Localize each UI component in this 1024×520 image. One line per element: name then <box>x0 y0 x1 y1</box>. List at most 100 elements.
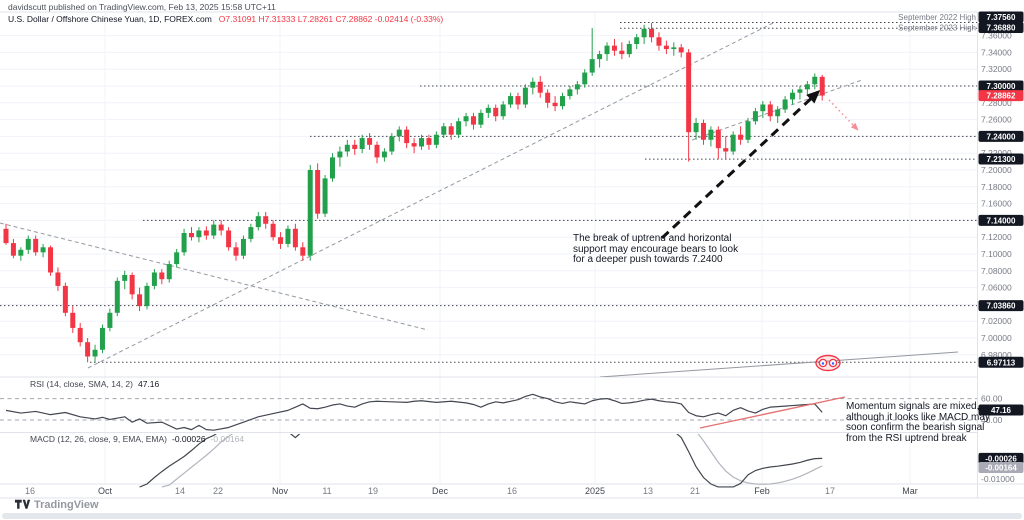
break-arrow[interactable] <box>660 89 821 240</box>
candle[interactable] <box>700 119 706 145</box>
candle[interactable] <box>641 24 647 44</box>
candle[interactable] <box>560 92 565 110</box>
trendline[interactable] <box>87 21 776 369</box>
candle[interactable] <box>604 42 610 61</box>
candle[interactable] <box>775 106 781 123</box>
rsi-pane[interactable] <box>0 393 977 431</box>
candle[interactable] <box>151 269 157 290</box>
candle[interactable] <box>508 92 514 108</box>
candle[interactable] <box>626 40 632 58</box>
candle[interactable] <box>70 306 76 333</box>
macd-pane[interactable] <box>139 431 823 488</box>
symbol-legend[interactable]: U.S. Dollar / Offshore Chinese Yuan, 1D,… <box>8 14 443 24</box>
candle[interactable] <box>107 308 113 332</box>
candle[interactable] <box>693 117 699 140</box>
candle[interactable] <box>730 131 736 155</box>
candle[interactable] <box>226 227 232 251</box>
candle[interactable] <box>248 223 254 243</box>
macd-signal-line[interactable] <box>161 431 236 488</box>
candle[interactable] <box>493 104 499 122</box>
candle[interactable] <box>411 138 417 154</box>
candle[interactable] <box>433 131 439 149</box>
candle[interactable] <box>374 141 380 164</box>
candle[interactable] <box>589 28 595 76</box>
candle[interactable] <box>812 73 818 90</box>
candle[interactable] <box>203 226 209 240</box>
rsi-line[interactable] <box>5 393 823 431</box>
candle[interactable] <box>537 75 543 98</box>
candle[interactable] <box>790 89 796 105</box>
macd-signal-line[interactable] <box>696 431 823 485</box>
candle[interactable] <box>315 163 321 219</box>
candle[interactable] <box>48 245 54 276</box>
candle[interactable] <box>263 212 269 229</box>
candle[interactable] <box>196 227 202 243</box>
candle[interactable] <box>426 134 432 150</box>
candle[interactable] <box>367 133 373 150</box>
candle[interactable] <box>92 344 98 362</box>
candle[interactable] <box>137 287 143 312</box>
candle[interactable] <box>760 101 766 118</box>
candle[interactable] <box>381 148 387 162</box>
candle[interactable] <box>62 282 68 317</box>
candle[interactable] <box>255 212 261 231</box>
candle[interactable] <box>77 322 83 347</box>
candle[interactable] <box>545 89 551 108</box>
candle[interactable] <box>129 272 135 300</box>
candle[interactable] <box>522 84 528 108</box>
candle[interactable] <box>686 49 692 162</box>
candle[interactable] <box>166 260 172 283</box>
candle[interactable] <box>352 139 358 155</box>
candle[interactable] <box>307 164 313 261</box>
candle[interactable] <box>240 235 246 260</box>
candle[interactable] <box>55 267 61 291</box>
candle[interactable] <box>574 80 580 95</box>
candle[interactable] <box>419 134 425 150</box>
candle[interactable] <box>389 133 395 155</box>
candle[interactable] <box>819 74 825 101</box>
candle[interactable] <box>470 112 476 130</box>
macd-line[interactable] <box>674 431 823 488</box>
candle[interactable] <box>278 232 284 249</box>
candle[interactable] <box>144 282 150 310</box>
macd-line[interactable] <box>139 431 222 488</box>
candle[interactable] <box>804 80 810 95</box>
candle[interactable] <box>448 122 454 140</box>
candle[interactable] <box>404 126 410 149</box>
candle[interactable] <box>33 235 39 256</box>
candle[interactable] <box>745 117 751 144</box>
candle[interactable] <box>752 107 758 125</box>
candle[interactable] <box>708 126 714 147</box>
tradingview-attribution[interactable]: TradingView <box>14 498 99 511</box>
candle[interactable] <box>782 96 788 113</box>
candle[interactable] <box>85 338 91 363</box>
candle[interactable] <box>10 238 16 259</box>
candle[interactable] <box>552 96 558 112</box>
candle[interactable] <box>619 42 625 60</box>
rsi-legend[interactable]: RSI (14, close, SMA, 14, 2) 47.16 <box>30 379 159 389</box>
candle[interactable] <box>114 277 120 317</box>
candle[interactable] <box>396 126 402 142</box>
candle[interactable] <box>649 23 655 43</box>
candle[interactable] <box>270 220 276 241</box>
candle[interactable] <box>582 69 588 88</box>
candle[interactable] <box>292 223 298 251</box>
trendline[interactable] <box>0 222 429 331</box>
candle[interactable] <box>663 40 669 55</box>
candle[interactable] <box>211 220 217 239</box>
projection-arrow[interactable] <box>828 99 859 131</box>
candle[interactable] <box>285 225 291 248</box>
rsi-trendline[interactable] <box>699 396 846 429</box>
candle[interactable] <box>671 42 677 56</box>
candle[interactable] <box>767 101 773 122</box>
candle[interactable] <box>40 243 46 258</box>
candle[interactable] <box>233 242 239 261</box>
candle[interactable] <box>515 92 521 110</box>
candle[interactable] <box>797 86 803 100</box>
candle[interactable] <box>530 77 536 95</box>
trendline[interactable] <box>599 351 959 377</box>
bottom-scrollbar[interactable] <box>2 513 1022 519</box>
candle[interactable] <box>25 235 31 254</box>
candle[interactable] <box>322 175 328 218</box>
candle[interactable] <box>99 324 105 354</box>
